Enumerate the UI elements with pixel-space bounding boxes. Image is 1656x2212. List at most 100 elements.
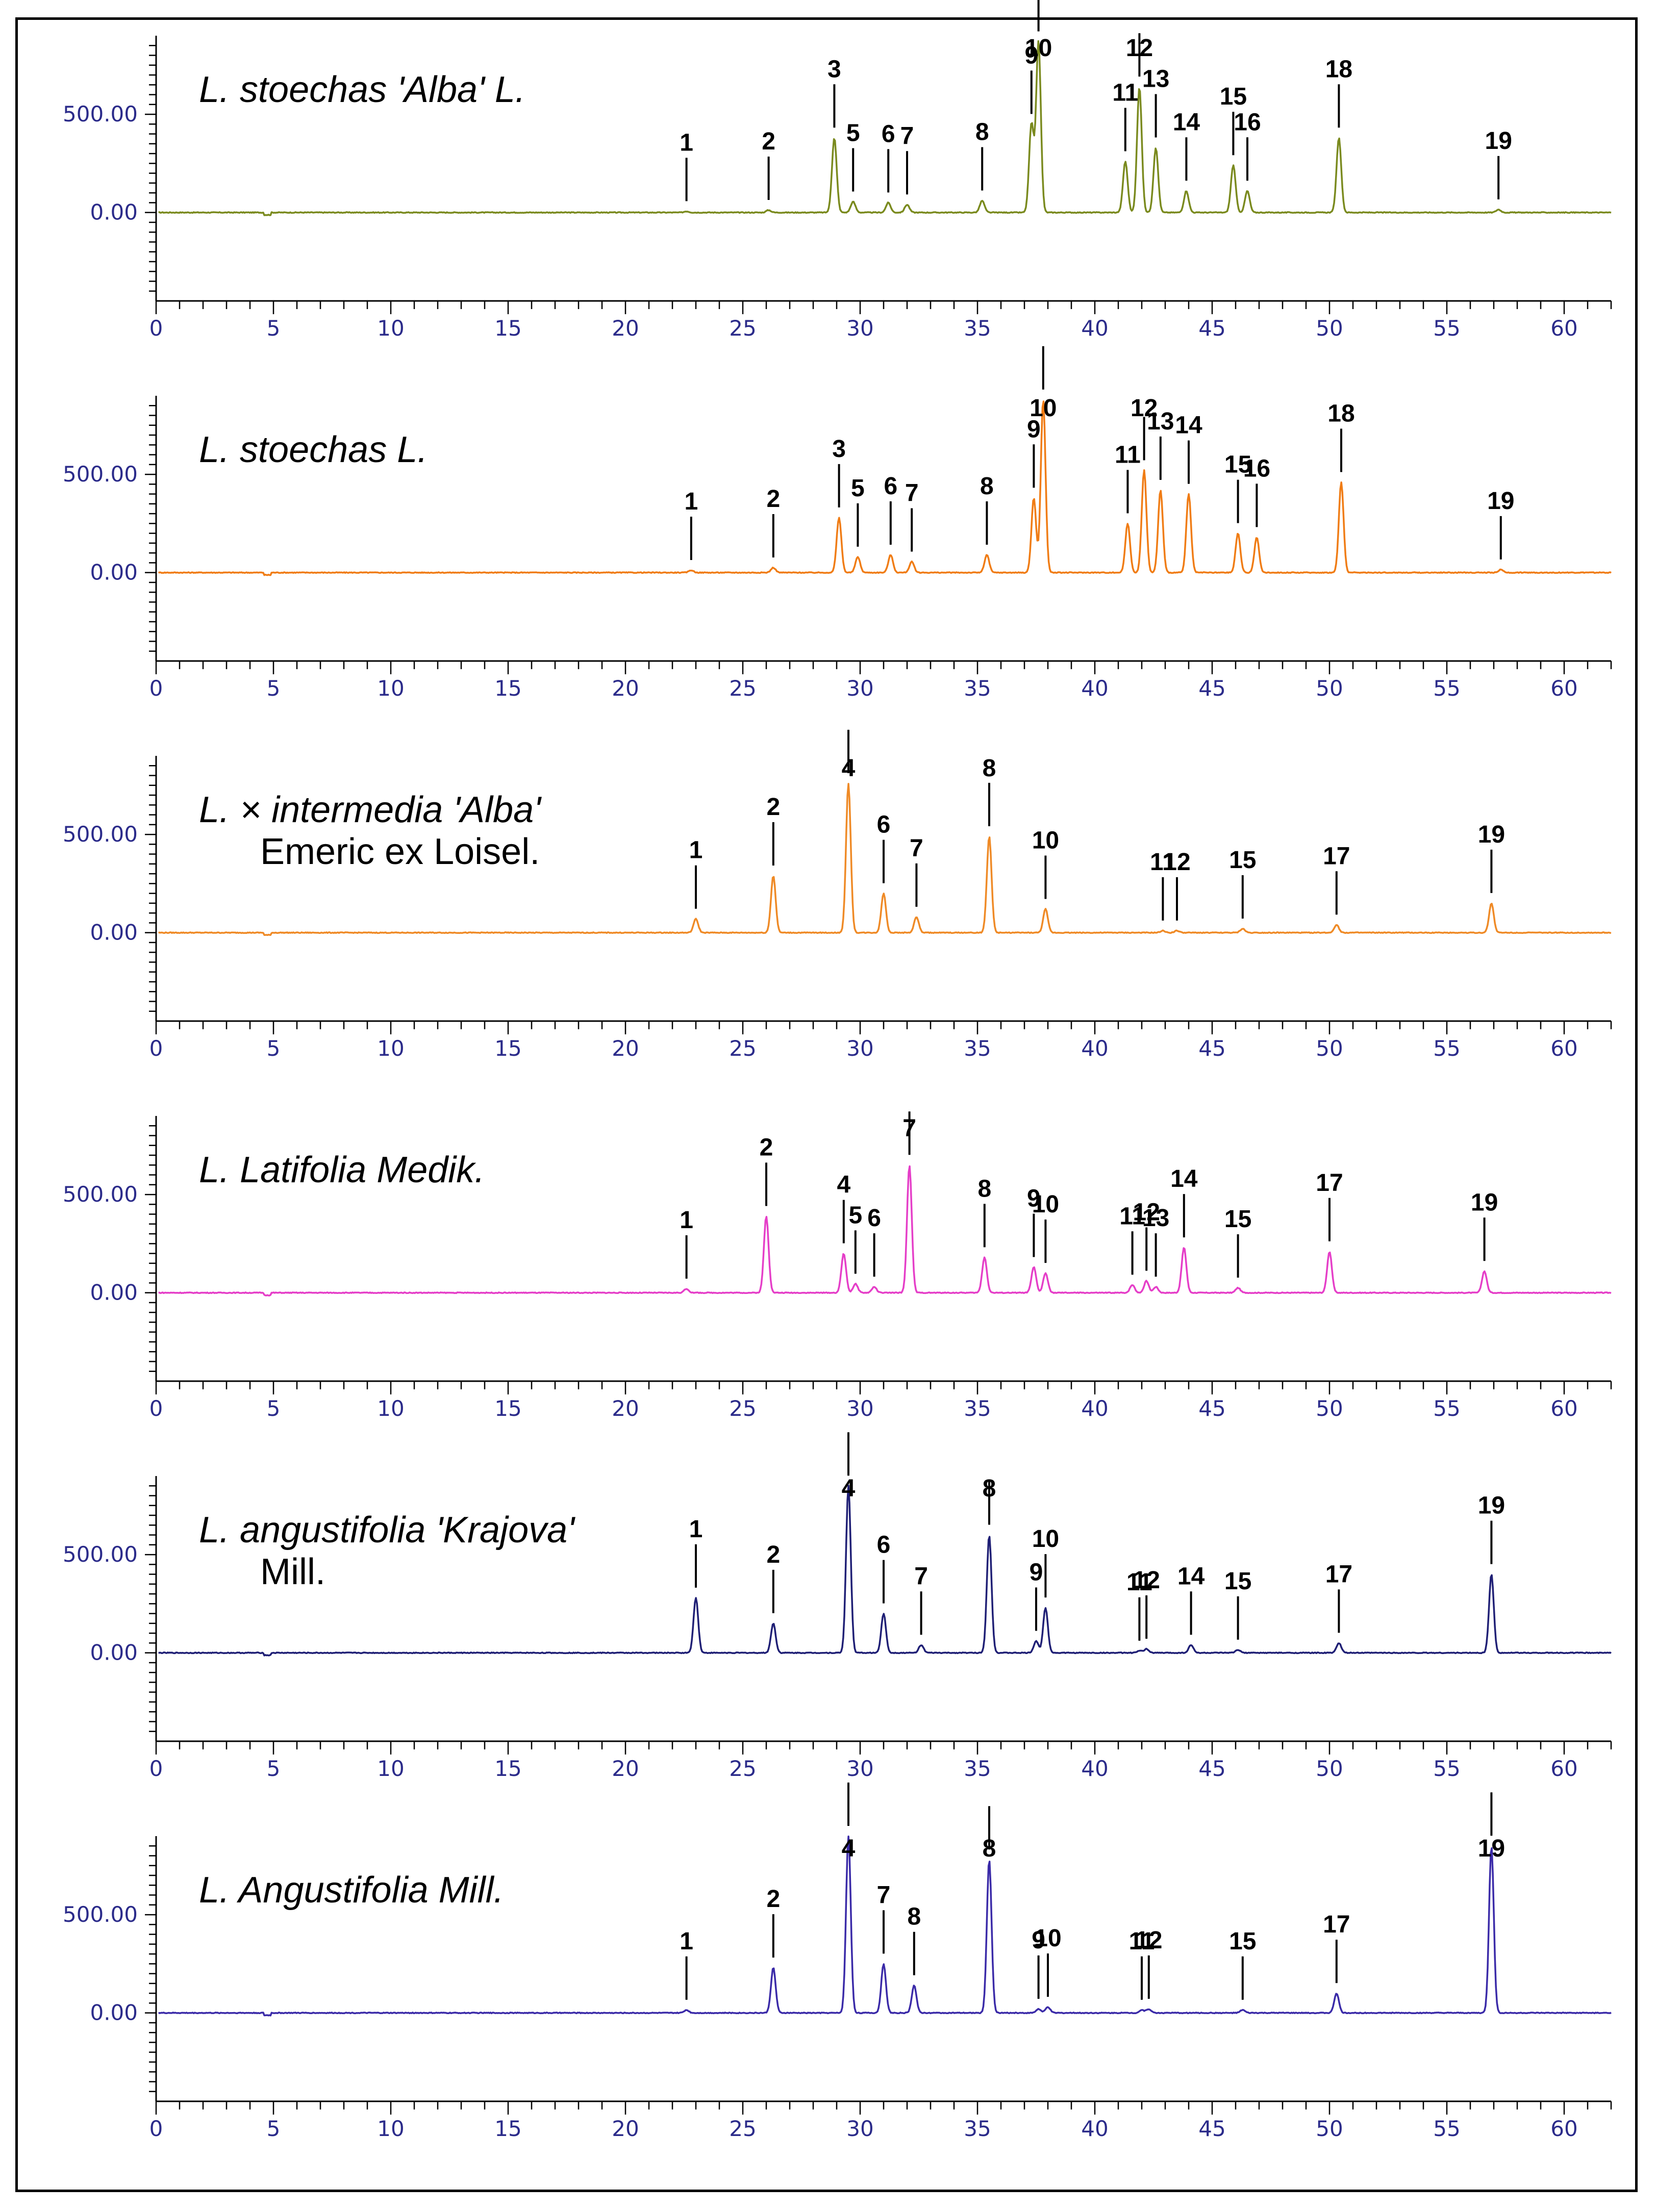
x-tick-label: 20: [612, 1756, 639, 1781]
y-tick-label: 500.00: [63, 1182, 138, 1207]
x-tick-label: 0: [149, 2116, 163, 2141]
x-tick-label: 40: [1081, 1396, 1108, 1421]
peak-label: 10: [1032, 1191, 1059, 1218]
x-tick-label: 50: [1316, 316, 1343, 341]
peak-label: 4: [842, 1475, 856, 1502]
x-tick-label: 40: [1081, 676, 1108, 701]
peak-label: 14: [1173, 109, 1200, 136]
peak-label: 19: [1487, 488, 1514, 515]
peak-label: 7: [905, 479, 919, 506]
x-tick-label: 20: [612, 1036, 639, 1061]
peak-label: 19: [1478, 821, 1505, 848]
peak-label: 9: [1027, 1185, 1041, 1212]
peak-label: 1: [689, 1516, 703, 1543]
peak-label: 1: [680, 1207, 693, 1234]
chromatogram-trace: [158, 1165, 1612, 1296]
peak-label: 13: [1142, 66, 1169, 93]
peak-label: 8: [983, 755, 996, 782]
x-tick-label: 25: [729, 316, 756, 341]
x-tick-label: 25: [729, 2116, 756, 2141]
x-tick-label: 10: [377, 1396, 404, 1421]
y-tick-label: 0.00: [90, 920, 138, 945]
x-tick-label: 20: [612, 316, 639, 341]
panel-3: 500.000.000 5 10 15 20 25 30 35 40 45 50 55 60124678…: [63, 729, 1612, 1061]
x-tick-label: 0: [149, 316, 163, 341]
panel-title: L. Latifolia Medik.: [199, 1150, 485, 1190]
x-tick-label: 55: [1433, 1036, 1460, 1061]
x-tick-label: 0: [149, 1396, 163, 1421]
x-tick-label: 5: [267, 2116, 281, 2141]
y-tick-label: 0.00: [90, 200, 138, 225]
peak-label: 2: [766, 1886, 780, 1913]
peak-label: 15: [1224, 1206, 1251, 1233]
peak-label: 5: [848, 1202, 862, 1229]
panel-title: L. stoechas L.: [199, 429, 428, 470]
x-tick-label: 5: [267, 1036, 281, 1061]
peak-label: 17: [1325, 1561, 1352, 1588]
chromatogram-trace: [158, 1835, 1612, 2017]
peak-label: 3: [832, 436, 846, 463]
peak-label: 19: [1485, 128, 1512, 155]
peak-label: 1: [680, 1928, 693, 1955]
peak-label: 7: [902, 1115, 916, 1142]
x-tick-label: 35: [964, 1036, 991, 1061]
x-tick-label: 55: [1433, 676, 1460, 701]
peak-label: 19: [1478, 1492, 1505, 1519]
panel-title: L. angustifolia 'Krajova': [199, 1510, 575, 1550]
peak-label: 3: [827, 56, 841, 83]
peak-label: 8: [975, 119, 989, 146]
peak-label: 8: [983, 1835, 996, 1862]
peak-label: 9: [1024, 42, 1038, 69]
peak-label: 7: [877, 1882, 891, 1909]
peak-label: 12: [1163, 849, 1190, 876]
peak-label: 15: [1220, 83, 1247, 110]
peak-label: 4: [837, 1172, 850, 1199]
x-tick-label: 0: [149, 676, 163, 701]
y-tick-label: 0.00: [90, 1280, 138, 1305]
x-tick-label: 10: [377, 2116, 404, 2141]
x-tick-label: 60: [1550, 316, 1577, 341]
peak-label: 11: [1126, 1569, 1152, 1596]
peak-label: 6: [877, 1532, 891, 1559]
panel-title: L. Angustifolia Mill.: [199, 1870, 504, 1911]
x-tick-label: 5: [267, 1756, 281, 1781]
peak-label: 6: [882, 120, 895, 147]
peak-label: 7: [900, 122, 914, 149]
panel-title: Mill.: [260, 1552, 325, 1592]
panel-6: 500.000.000 5 10 15 20 25 30 35 40 45 50 55 60124788…: [63, 1783, 1612, 2141]
peak-label: 8: [980, 473, 994, 500]
peak-label: 16: [1234, 109, 1261, 136]
peak-label: 6: [877, 811, 891, 838]
x-tick-label: 55: [1433, 1756, 1460, 1781]
peak-label: 10: [1030, 395, 1057, 422]
x-tick-label: 25: [729, 1756, 756, 1781]
x-tick-label: 60: [1550, 1396, 1577, 1421]
x-tick-label: 0: [149, 1756, 163, 1781]
x-tick-label: 40: [1081, 1756, 1108, 1781]
panel-title: Emeric ex Loisel.: [260, 831, 540, 872]
peak-label: 12: [1126, 35, 1153, 62]
x-tick-label: 45: [1198, 1396, 1225, 1421]
peak-label: 17: [1316, 1169, 1343, 1197]
x-tick-label: 30: [846, 316, 873, 341]
peak-label: 15: [1224, 1568, 1251, 1595]
peak-label: 7: [910, 835, 923, 862]
y-tick-label: 0.00: [90, 2000, 138, 2025]
x-tick-label: 10: [377, 1036, 404, 1061]
x-tick-label: 30: [846, 2116, 873, 2141]
peak-label: 13: [1142, 1205, 1169, 1232]
x-tick-label: 10: [377, 1756, 404, 1781]
peak-label: 17: [1323, 1911, 1350, 1938]
y-tick-label: 0.00: [90, 560, 138, 585]
x-tick-label: 10: [377, 316, 404, 341]
peak-label: 5: [846, 119, 860, 146]
panel-2: 500.000.000 5 10 15 20 25 30 35 40 45 50 55 601 235 6 7…: [63, 346, 1612, 701]
x-tick-label: 15: [494, 1036, 521, 1061]
x-tick-label: 5: [267, 316, 281, 341]
peak-label: 15: [1224, 451, 1251, 478]
x-tick-label: 55: [1433, 1396, 1460, 1421]
peak-label: 2: [766, 486, 780, 513]
x-tick-label: 35: [964, 316, 991, 341]
panel-title: L. stoechas 'Alba' L.: [199, 69, 525, 110]
